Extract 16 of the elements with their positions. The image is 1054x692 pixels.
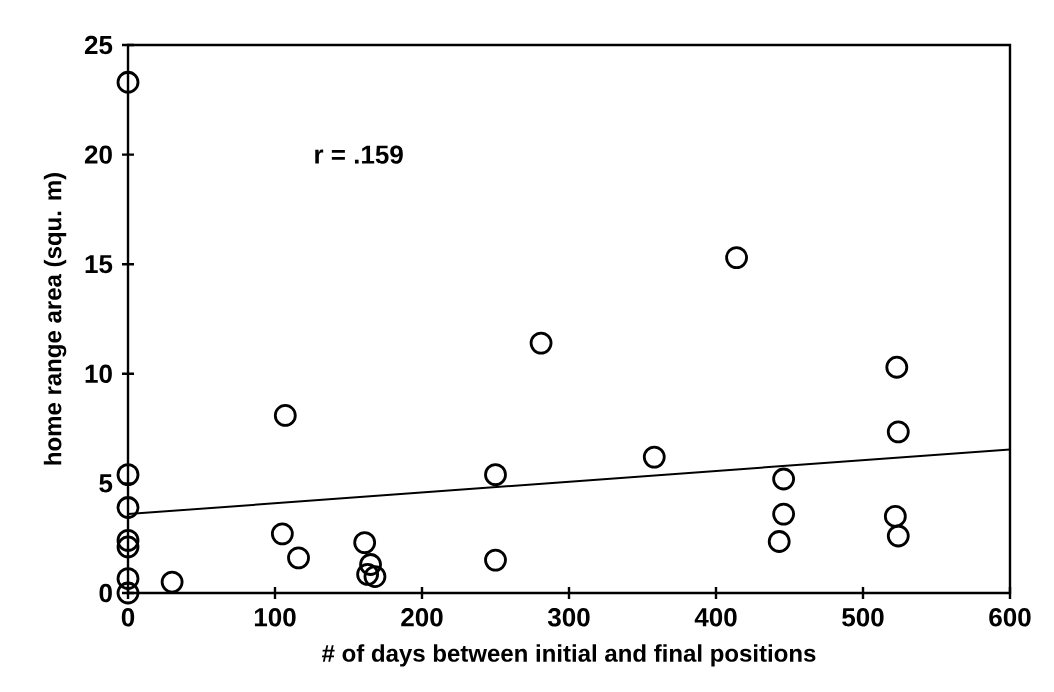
x-tick-label: 0 xyxy=(121,608,135,627)
y-tick-label: 15 xyxy=(85,255,113,274)
y-tick-label: 25 xyxy=(84,35,113,55)
x-tick-label: 200 xyxy=(401,608,443,627)
x-axis-title: # of days between initial and final positions xyxy=(322,644,816,667)
y-axis-title: home range area (squ. m) xyxy=(43,173,67,465)
x-tick-label: 600 xyxy=(989,608,1031,627)
y-tick-label: 5 xyxy=(99,474,113,493)
y-tick-label: 10 xyxy=(85,364,112,383)
y-tick-label: 0 xyxy=(99,583,112,603)
annotation: r = .159 xyxy=(315,145,403,164)
x-tick-label: 400 xyxy=(694,608,737,627)
y-tick-label: 20 xyxy=(84,145,112,164)
x-tick-label: 100 xyxy=(254,608,296,627)
x-tick-label: 500 xyxy=(842,608,884,627)
x-tick-label: 300 xyxy=(547,608,590,627)
